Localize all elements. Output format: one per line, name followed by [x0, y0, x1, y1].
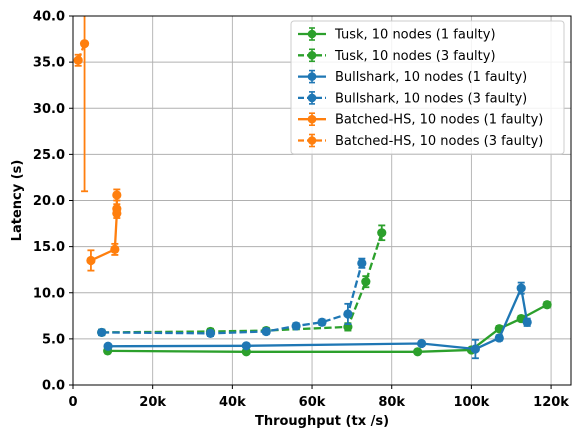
legend-marker: [307, 136, 317, 145]
data-point: [112, 204, 122, 214]
data-point: [110, 244, 120, 254]
data-point: [494, 333, 504, 343]
y-tick-label: 25.0: [33, 148, 65, 163]
y-tick-label: 30.0: [33, 102, 65, 117]
y-tick-label: 35.0: [33, 56, 65, 71]
y-tick-label: 0.0: [42, 379, 65, 394]
legend-label: Bullshark, 10 nodes (1 faulty): [335, 70, 527, 85]
data-point: [361, 277, 371, 287]
y-tick-label: 40.0: [33, 10, 65, 25]
legend-marker: [307, 114, 317, 124]
data-point: [317, 317, 327, 327]
x-tick-label: 0: [68, 395, 77, 410]
legend-label: Tusk, 10 nodes (1 faulty): [334, 28, 496, 43]
data-point: [103, 341, 113, 351]
x-tick-label: 80k: [378, 395, 405, 410]
x-tick-label: 60k: [299, 395, 326, 410]
x-tick-label: 100k: [454, 395, 490, 410]
legend-label: Bullshark, 10 nodes (3 faulty): [335, 91, 527, 106]
legend-marker: [307, 72, 317, 81]
x-tick-label: 120k: [533, 395, 569, 410]
data-point: [542, 300, 552, 310]
data-point: [522, 317, 532, 327]
y-tick-label: 10.0: [33, 286, 65, 301]
y-tick-label: 15.0: [33, 240, 65, 255]
legend-marker: [307, 51, 317, 60]
data-point: [73, 55, 83, 65]
series-5: [73, 16, 90, 193]
y-axis-label: Latency (s): [10, 160, 25, 242]
data-point: [291, 321, 301, 331]
legend-item: Bullshark, 10 nodes (1 faulty): [298, 69, 527, 85]
data-point: [86, 255, 96, 266]
data-point: [343, 309, 353, 319]
legend-label: Batched-HS, 10 nodes (3 faulty): [335, 134, 543, 149]
data-point: [241, 341, 251, 351]
data-point: [377, 228, 387, 238]
legend-marker: [307, 93, 317, 103]
series-2: [103, 281, 532, 360]
legend-marker: [307, 29, 317, 39]
legend-item: Batched-HS, 10 nodes (3 faulty): [298, 133, 543, 149]
y-tick-label: 20.0: [33, 194, 65, 209]
legend-label: Batched-HS, 10 nodes (1 faulty): [335, 113, 543, 128]
data-point: [357, 258, 367, 268]
series-line: [101, 232, 383, 334]
legend: Tusk, 10 nodes (1 faulty) Tusk, 10 nodes …: [290, 20, 565, 155]
y-tick-label: 5.0: [42, 332, 65, 347]
series-layer: [73, 16, 552, 360]
legend-label: Tusk, 10 nodes (3 faulty): [334, 49, 496, 64]
data-point: [417, 338, 427, 349]
legend-item: Tusk, 10 nodes (1 faulty): [298, 27, 496, 43]
series-4: [86, 188, 122, 272]
x-tick-label: 40k: [219, 395, 246, 410]
data-point: [205, 328, 216, 338]
plot-area: [73, 16, 552, 360]
legend-item: Batched-HS, 10 nodes (1 faulty): [298, 112, 543, 128]
legend-item: Tusk, 10 nodes (3 faulty): [298, 48, 496, 64]
data-point: [79, 39, 90, 49]
data-point: [112, 190, 122, 200]
legend-item: Bullshark, 10 nodes (3 faulty): [298, 91, 527, 106]
data-point: [470, 344, 480, 354]
x-tick-label: 20k: [139, 395, 166, 410]
data-point: [97, 327, 107, 338]
x-axis-label: Throughput (tx /s): [255, 414, 389, 429]
data-point: [413, 347, 423, 357]
series-3: [97, 257, 367, 338]
ticks: 0 20k 40k 60k 80k 100k 120k 0.0 5.0 10.0 15.0 20.0 2…: [33, 10, 569, 411]
data-point: [516, 283, 526, 293]
legend-box: [290, 20, 565, 155]
data-point: [261, 326, 271, 337]
